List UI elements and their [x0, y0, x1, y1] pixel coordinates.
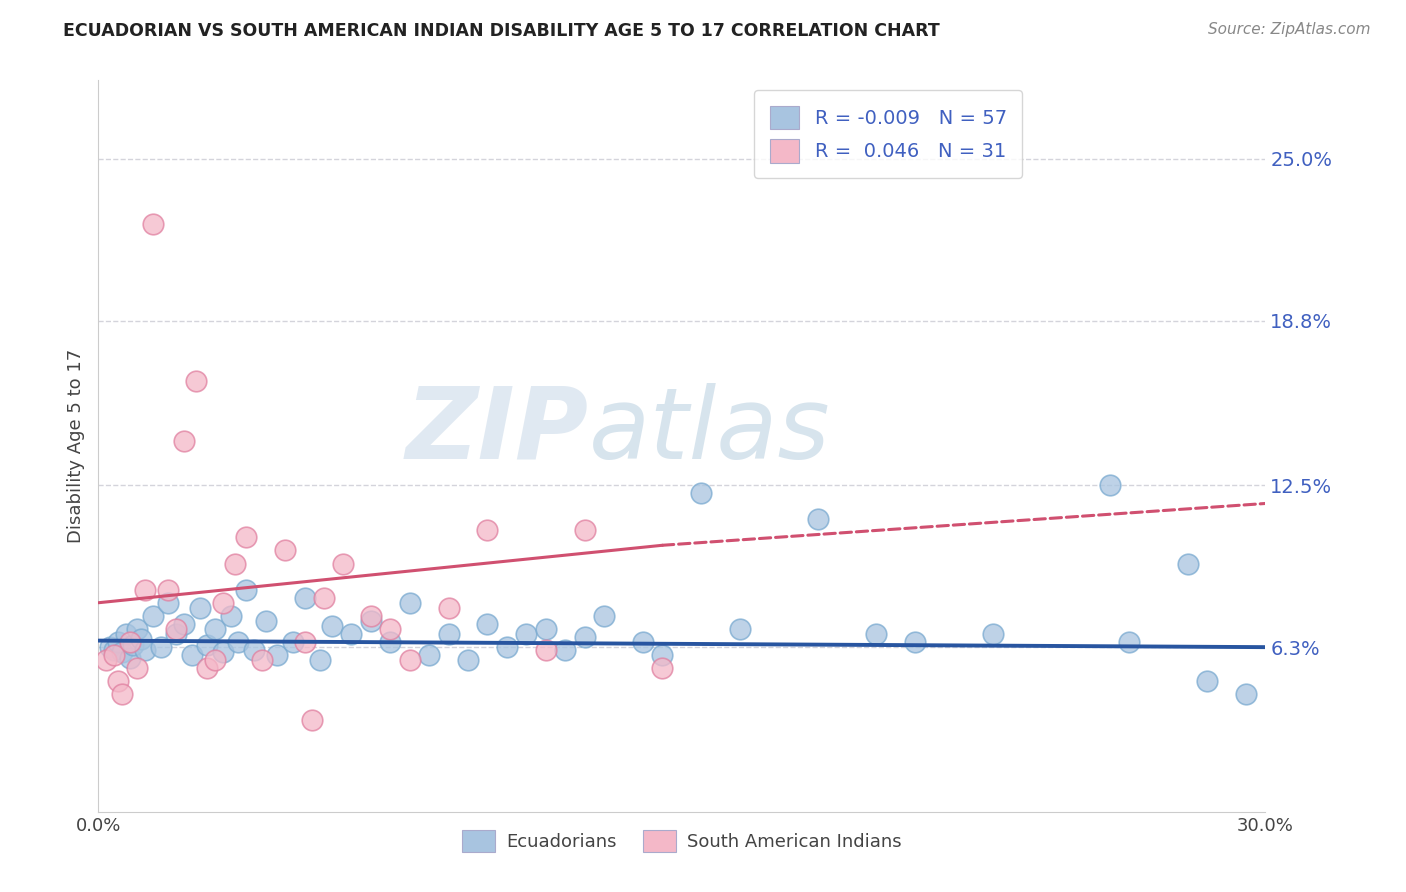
Point: [127, 661, 149, 675]
Point: [730, 622, 752, 636]
Point: [157, 596, 180, 610]
Point: [173, 434, 195, 448]
Point: [865, 627, 887, 641]
Point: [312, 591, 335, 605]
Point: [651, 648, 673, 662]
Point: [398, 596, 420, 610]
Point: [1177, 557, 1199, 571]
Point: [219, 608, 242, 623]
Legend: Ecuadorians, South American Indians: Ecuadorians, South American Indians: [454, 822, 910, 861]
Point: [235, 530, 257, 544]
Point: [380, 622, 402, 636]
Text: ZIP: ZIP: [405, 383, 589, 480]
Point: [204, 653, 226, 667]
Point: [228, 635, 250, 649]
Point: [134, 582, 156, 597]
Y-axis label: Disability Age 5 to 17: Disability Age 5 to 17: [66, 349, 84, 543]
Text: Source: ZipAtlas.com: Source: ZipAtlas.com: [1208, 22, 1371, 37]
Point: [195, 638, 218, 652]
Point: [235, 582, 257, 597]
Point: [103, 648, 125, 662]
Point: [574, 630, 596, 644]
Text: atlas: atlas: [589, 383, 830, 480]
Point: [321, 619, 343, 633]
Point: [184, 374, 207, 388]
Point: [294, 591, 316, 605]
Point: [1195, 674, 1218, 689]
Point: [496, 640, 519, 655]
Text: ECUADORIAN VS SOUTH AMERICAN INDIAN DISABILITY AGE 5 TO 17 CORRELATION CHART: ECUADORIAN VS SOUTH AMERICAN INDIAN DISA…: [63, 22, 941, 40]
Point: [309, 653, 332, 667]
Point: [122, 638, 145, 652]
Point: [281, 635, 304, 649]
Point: [243, 642, 266, 657]
Point: [457, 653, 479, 667]
Point: [250, 653, 273, 667]
Point: [360, 614, 382, 628]
Point: [418, 648, 440, 662]
Point: [477, 616, 499, 631]
Point: [301, 714, 323, 728]
Point: [118, 650, 141, 665]
Point: [111, 687, 134, 701]
Point: [690, 486, 713, 500]
Point: [1118, 635, 1140, 649]
Point: [554, 642, 576, 657]
Point: [437, 627, 460, 641]
Point: [651, 661, 673, 675]
Point: [188, 601, 211, 615]
Point: [398, 653, 420, 667]
Point: [515, 627, 537, 641]
Point: [437, 601, 460, 615]
Point: [118, 635, 141, 649]
Point: [574, 523, 596, 537]
Point: [807, 512, 830, 526]
Point: [142, 217, 165, 231]
Point: [254, 614, 277, 628]
Point: [180, 648, 202, 662]
Point: [114, 627, 136, 641]
Point: [274, 543, 297, 558]
Point: [294, 635, 316, 649]
Point: [266, 648, 288, 662]
Point: [96, 653, 118, 667]
Point: [165, 622, 187, 636]
Point: [157, 582, 180, 597]
Point: [127, 622, 149, 636]
Point: [534, 622, 557, 636]
Point: [224, 557, 246, 571]
Point: [212, 645, 235, 659]
Point: [904, 635, 927, 649]
Point: [332, 557, 354, 571]
Point: [380, 635, 402, 649]
Point: [1234, 687, 1257, 701]
Point: [134, 642, 156, 657]
Point: [149, 640, 172, 655]
Point: [340, 627, 363, 641]
Point: [173, 616, 195, 631]
Point: [360, 608, 382, 623]
Point: [107, 635, 129, 649]
Point: [111, 645, 134, 659]
Point: [98, 640, 121, 655]
Point: [142, 608, 165, 623]
Point: [107, 674, 129, 689]
Point: [103, 642, 125, 657]
Point: [195, 661, 218, 675]
Point: [631, 635, 654, 649]
Point: [534, 642, 557, 657]
Point: [593, 608, 616, 623]
Point: [165, 627, 187, 641]
Point: [204, 622, 226, 636]
Point: [477, 523, 499, 537]
Point: [1098, 478, 1121, 492]
Point: [129, 632, 152, 647]
Point: [981, 627, 1004, 641]
Point: [212, 596, 235, 610]
